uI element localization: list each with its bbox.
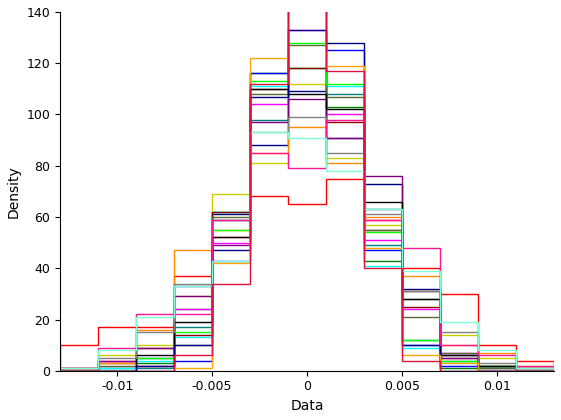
X-axis label: Data: Data <box>291 399 324 413</box>
Y-axis label: Density: Density <box>7 165 21 218</box>
